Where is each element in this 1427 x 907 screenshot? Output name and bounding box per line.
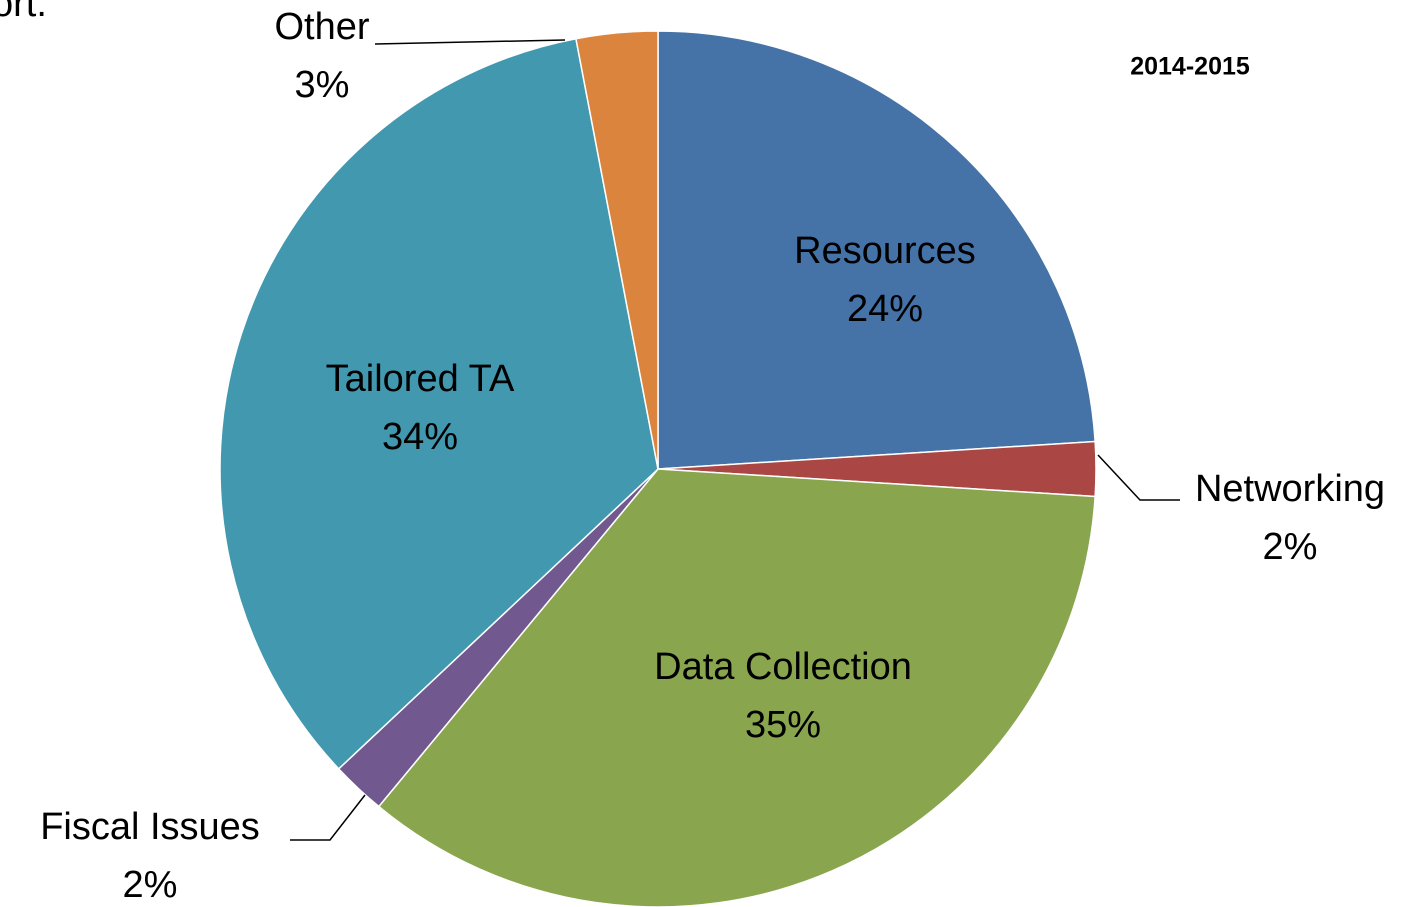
- slice-label: Networking: [1195, 468, 1385, 510]
- leader-line: [290, 794, 366, 841]
- pie-slice: [657, 30, 1096, 470]
- slice-label: Data Collection: [654, 646, 912, 688]
- chart-title: 2014-2015: [1130, 53, 1250, 81]
- leader-line: [1097, 454, 1180, 501]
- leader-line: [374, 39, 566, 45]
- slice-value-label: 3%: [295, 64, 350, 106]
- slice-value-label: 2%: [123, 864, 178, 906]
- slice-value-label: 24%: [847, 288, 923, 330]
- pie-slice: [219, 37, 659, 770]
- slice-label: Tailored TA: [326, 358, 515, 400]
- slice-label: Fiscal Issues: [40, 806, 260, 848]
- slice-label: Resources: [794, 230, 976, 272]
- pie-slice: [575, 30, 659, 470]
- pie-slice: [377, 468, 1096, 907]
- slice-value-label: 2%: [1263, 526, 1318, 568]
- slice-label: Other: [274, 6, 369, 48]
- slice-value-label: 34%: [382, 416, 458, 458]
- slice-value-label: 35%: [745, 704, 821, 746]
- annotation: ort.: [0, 0, 47, 25]
